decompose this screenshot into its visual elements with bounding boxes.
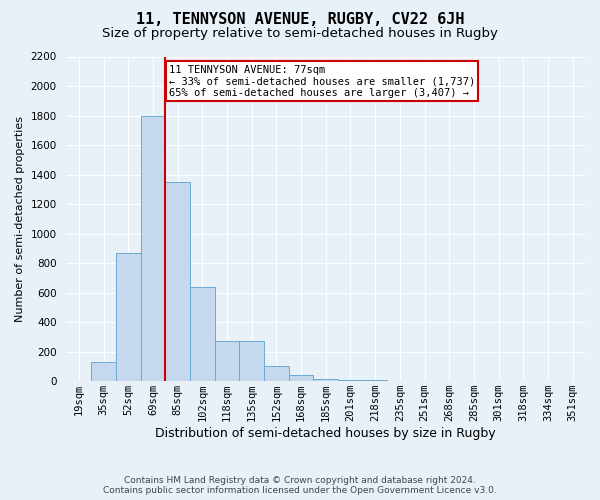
Bar: [116, 253, 140, 381]
Bar: [264, 366, 289, 381]
Bar: [289, 376, 313, 381]
Bar: [363, 380, 388, 381]
Bar: [140, 116, 165, 381]
Bar: [239, 342, 264, 381]
Bar: [91, 362, 116, 381]
Bar: [338, 380, 363, 381]
X-axis label: Distribution of semi-detached houses by size in Rugby: Distribution of semi-detached houses by …: [155, 427, 496, 440]
Bar: [313, 379, 338, 381]
Bar: [190, 286, 215, 381]
Text: Contains HM Land Registry data © Crown copyright and database right 2024.
Contai: Contains HM Land Registry data © Crown c…: [103, 476, 497, 495]
Bar: [215, 342, 239, 381]
Text: 11, TENNYSON AVENUE, RUGBY, CV22 6JH: 11, TENNYSON AVENUE, RUGBY, CV22 6JH: [136, 12, 464, 28]
Text: 11 TENNYSON AVENUE: 77sqm
← 33% of semi-detached houses are smaller (1,737)
65% : 11 TENNYSON AVENUE: 77sqm ← 33% of semi-…: [169, 64, 475, 98]
Bar: [165, 182, 190, 381]
Text: Size of property relative to semi-detached houses in Rugby: Size of property relative to semi-detach…: [102, 28, 498, 40]
Y-axis label: Number of semi-detached properties: Number of semi-detached properties: [15, 116, 25, 322]
